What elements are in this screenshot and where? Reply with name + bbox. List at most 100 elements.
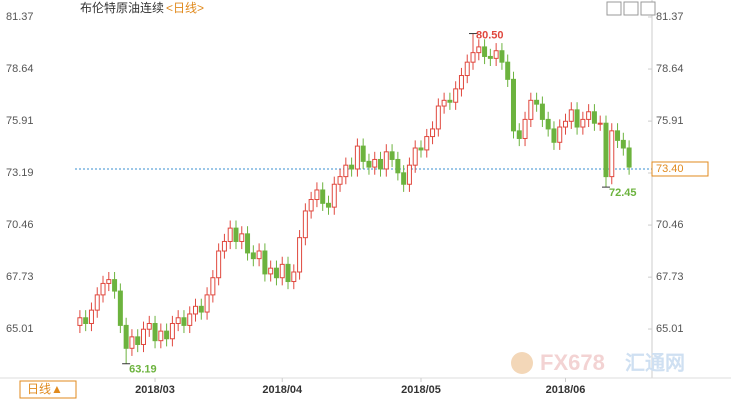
y-tick-label: 78.64 xyxy=(6,63,34,75)
candle-body xyxy=(129,336,135,349)
candle-body xyxy=(331,183,337,208)
candle-body xyxy=(146,322,152,330)
candle-body xyxy=(505,61,511,80)
candle-body xyxy=(343,164,349,178)
candle-body xyxy=(406,164,412,185)
watermark-logo xyxy=(511,352,533,374)
candle-body xyxy=(117,290,123,326)
candle-body xyxy=(227,227,233,242)
annotation-label: 63.19 xyxy=(129,364,157,376)
candle-body xyxy=(221,240,227,252)
candle-body xyxy=(77,317,83,326)
last-price-box xyxy=(651,161,709,177)
candle-body xyxy=(94,294,100,311)
y2-tick-label: 70.46 xyxy=(656,219,684,231)
candle-body xyxy=(418,147,424,151)
y-tick-label: 75.91 xyxy=(6,115,34,127)
candle-body xyxy=(378,158,384,170)
watermark: FX678 xyxy=(540,350,605,375)
candle-body xyxy=(487,55,493,59)
candle-body xyxy=(464,61,470,77)
candle-body xyxy=(198,305,204,313)
y-tick-label: 65.01 xyxy=(6,323,34,335)
candle-body xyxy=(349,164,355,170)
candle-body xyxy=(597,122,603,125)
candle-body xyxy=(216,250,222,279)
candle-body xyxy=(510,78,516,132)
candle-body xyxy=(615,130,621,141)
tool-button[interactable] xyxy=(623,1,639,16)
candle-body xyxy=(268,267,274,275)
candle-body xyxy=(586,111,592,120)
candle-body xyxy=(568,109,574,122)
candle-body xyxy=(424,136,430,151)
candle-body xyxy=(476,46,482,54)
x-tick-label: 2018/05 xyxy=(401,384,441,396)
candle-body xyxy=(563,120,569,128)
candle-body xyxy=(164,330,170,340)
y-tick-label: 67.73 xyxy=(6,271,34,283)
candle-body xyxy=(181,317,187,326)
candle-body xyxy=(140,328,146,345)
candle-body xyxy=(430,128,436,138)
candle-body xyxy=(302,210,308,239)
candle-body xyxy=(112,279,118,292)
candle-body xyxy=(204,294,210,313)
candle-body xyxy=(516,130,522,139)
candle-body xyxy=(83,317,89,324)
period-button-label[interactable]: 日线▲ xyxy=(27,382,63,396)
annotation-label: 80.50 xyxy=(476,29,504,41)
candle-body xyxy=(169,322,175,340)
candle-body xyxy=(482,46,488,57)
y-tick-label: 81.37 xyxy=(6,11,34,23)
y2-tick-label: 78.64 xyxy=(656,63,684,75)
candle-body xyxy=(279,263,285,279)
candle-body xyxy=(285,263,291,283)
y2-tick-label: 67.73 xyxy=(656,271,684,283)
candle-body xyxy=(534,99,540,105)
x-tick-label: 2018/04 xyxy=(262,384,303,396)
candle-body xyxy=(603,122,609,178)
candle-body xyxy=(233,227,239,242)
candle-body xyxy=(557,126,563,143)
candle-body xyxy=(193,305,199,315)
candle-body xyxy=(395,158,401,174)
candle-body xyxy=(158,330,164,342)
candle-body xyxy=(412,147,418,166)
candle-body xyxy=(539,103,545,120)
y-tick-label: 73.19 xyxy=(6,167,34,179)
last-price-label: 73.40 xyxy=(656,163,684,175)
toolbar[interactable] xyxy=(606,1,656,16)
candle-body xyxy=(620,139,626,149)
candle-body xyxy=(354,145,360,170)
y2-tick-label: 65.01 xyxy=(656,323,684,335)
candle-body xyxy=(291,271,297,283)
y-tick-label: 70.46 xyxy=(6,219,34,231)
x-tick-label: 2018/03 xyxy=(135,384,175,396)
candle-body xyxy=(250,252,256,260)
candle-body xyxy=(447,99,453,103)
candle-body xyxy=(389,151,395,160)
candle-body xyxy=(401,172,407,185)
candle-body xyxy=(123,324,129,349)
candle-body xyxy=(372,158,378,168)
candle-body xyxy=(435,105,441,130)
candle-body xyxy=(366,160,372,168)
tool-button[interactable] xyxy=(606,1,622,16)
candle-body xyxy=(441,99,447,107)
candle-body xyxy=(337,176,343,185)
period-button[interactable] xyxy=(19,380,77,399)
candle-body xyxy=(100,282,106,296)
candle-body xyxy=(626,147,632,168)
candle-body xyxy=(591,111,597,124)
candle-body xyxy=(528,99,534,120)
x-tick-label: 2018/06 xyxy=(546,384,586,396)
candle-body xyxy=(256,250,262,260)
tool-button[interactable] xyxy=(640,1,656,16)
candle-body xyxy=(135,336,141,345)
candle-body xyxy=(245,233,251,254)
watermark: 汇通网 xyxy=(625,351,685,374)
